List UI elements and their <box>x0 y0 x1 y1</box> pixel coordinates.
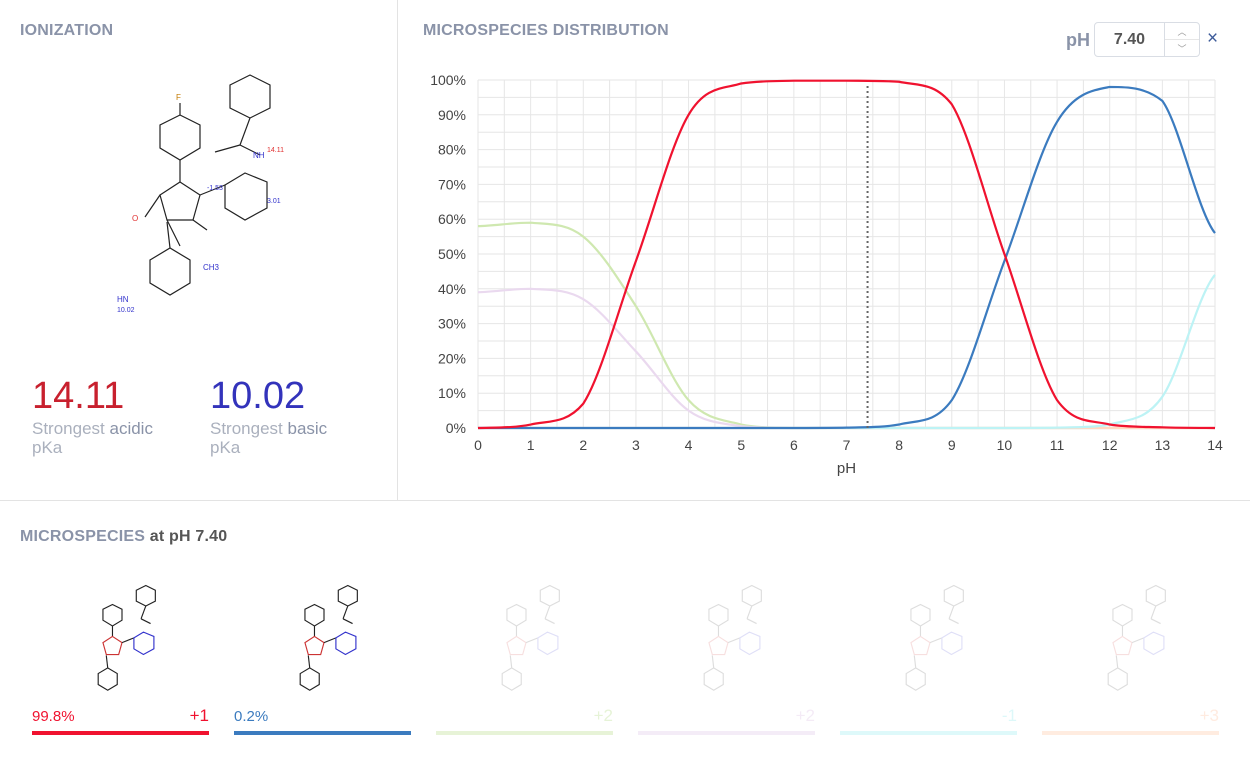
microspecies-card[interactable]: -1 <box>840 570 1017 740</box>
y-tick-label: 40% <box>438 281 466 297</box>
divider <box>397 0 398 500</box>
microspecies-bar <box>840 731 1017 735</box>
svg-text:-1.53: -1.53 <box>207 185 223 192</box>
microspecies-bar <box>234 731 411 735</box>
microspecies-structure <box>703 584 762 691</box>
distribution-title: MICROSPECIES DISTRIBUTION <box>423 22 669 39</box>
microspecies-card[interactable]: +3 <box>1042 570 1219 740</box>
acidic-pka-value: 14.11 <box>32 375 125 417</box>
x-tick-label: 2 <box>579 437 587 453</box>
microspecies-bar <box>638 731 815 735</box>
x-tick-label: 1 <box>527 437 535 453</box>
y-tick-label: 90% <box>438 107 466 123</box>
distribution-chart: 0 1 2 3 4 5 6 7 8 9 10 11 12 13 140%10%20%30%40%50%60%… <box>430 72 1223 477</box>
microspecies-structure <box>905 584 964 691</box>
x-tick-label: 11 <box>1050 437 1065 453</box>
basic-pka-label: Strongest basic pKa <box>210 419 328 457</box>
x-tick-label: 6 <box>790 437 798 453</box>
microspecies-structure <box>501 584 560 691</box>
ph-label: pH <box>1066 30 1090 50</box>
microspecies-card[interactable]: 0.2% <box>234 570 411 740</box>
microspecies-card[interactable]: +2 <box>436 570 613 740</box>
x-tick-label: 0 <box>474 437 482 453</box>
microspecies-charge: -1 <box>1001 706 1017 725</box>
microspecies-bar <box>1042 731 1219 735</box>
svg-text:NH: NH <box>253 151 265 160</box>
y-tick-label: 0% <box>446 420 466 436</box>
basic-pka-value: 10.02 <box>210 375 306 417</box>
svg-text:14.11: 14.11 <box>267 147 284 154</box>
y-tick-label: 100% <box>430 72 466 88</box>
ionization-title: IONIZATION <box>20 22 114 39</box>
x-tick-label: 5 <box>737 437 745 453</box>
microspecies-percent: 0.2% <box>234 708 269 725</box>
decrement-icon[interactable]: ﹀ <box>1177 43 1187 54</box>
y-tick-label: 50% <box>438 246 466 262</box>
y-tick-label: 30% <box>438 316 466 332</box>
microspecies-card[interactable]: +2 <box>638 570 815 740</box>
x-tick-label: 7 <box>843 437 851 453</box>
svg-text:HN: HN <box>117 295 129 304</box>
microspecies-card[interactable]: 99.8% +1 <box>32 570 209 740</box>
x-axis-label: pH <box>837 460 856 477</box>
microspecies-charge: +2 <box>593 706 613 725</box>
x-tick-label: 9 <box>948 437 956 453</box>
svg-text:3.01: 3.01 <box>267 198 281 205</box>
y-tick-label: 10% <box>438 385 466 401</box>
svg-text:F: F <box>176 93 181 102</box>
series-line <box>477 79 1216 430</box>
y-tick-label: 80% <box>438 142 466 158</box>
x-tick-label: 8 <box>895 437 903 453</box>
microspecies-percent: 99.8% <box>32 708 75 725</box>
y-tick-label: 20% <box>438 350 466 366</box>
close-icon[interactable]: × <box>1207 28 1219 49</box>
divider <box>0 500 1250 501</box>
ph-input[interactable]: 7.40 <box>1113 31 1146 48</box>
y-tick-label: 60% <box>438 211 466 227</box>
svg-text:O: O <box>132 214 138 223</box>
svg-text:10.02: 10.02 <box>117 307 135 314</box>
increment-icon[interactable]: ︿ <box>1165 23 1199 40</box>
microspecies-bar <box>32 731 209 735</box>
microspecies-bar <box>436 731 613 735</box>
microspecies-structure <box>1107 584 1166 691</box>
microspecies-structure <box>299 584 358 691</box>
x-tick-label: 13 <box>1155 437 1171 453</box>
molecule-structure: F NH 14.11 -1.53 3.01 O CH3 10.02 HN <box>117 74 284 314</box>
x-tick-label: 4 <box>685 437 693 453</box>
microspecies-title: MICROSPECIES at pH 7.40 <box>20 528 228 545</box>
acidic-pka-label: Strongest acidic pKa <box>32 419 153 457</box>
microspecies-structure <box>97 584 156 691</box>
svg-text:CH3: CH3 <box>203 263 220 272</box>
y-tick-label: 70% <box>438 176 466 192</box>
series-line <box>478 85 1216 430</box>
x-tick-label: 3 <box>632 437 640 453</box>
x-tick-label: 14 <box>1207 437 1223 453</box>
x-tick-label: 10 <box>997 437 1013 453</box>
ph-stepper[interactable]: 7.40 ︿ ﹀ <box>1094 22 1200 57</box>
x-tick-label: 12 <box>1102 437 1118 453</box>
microspecies-charge: +3 <box>1199 706 1219 725</box>
microspecies-charge: +1 <box>189 706 209 725</box>
microspecies-charge: +2 <box>795 706 815 725</box>
